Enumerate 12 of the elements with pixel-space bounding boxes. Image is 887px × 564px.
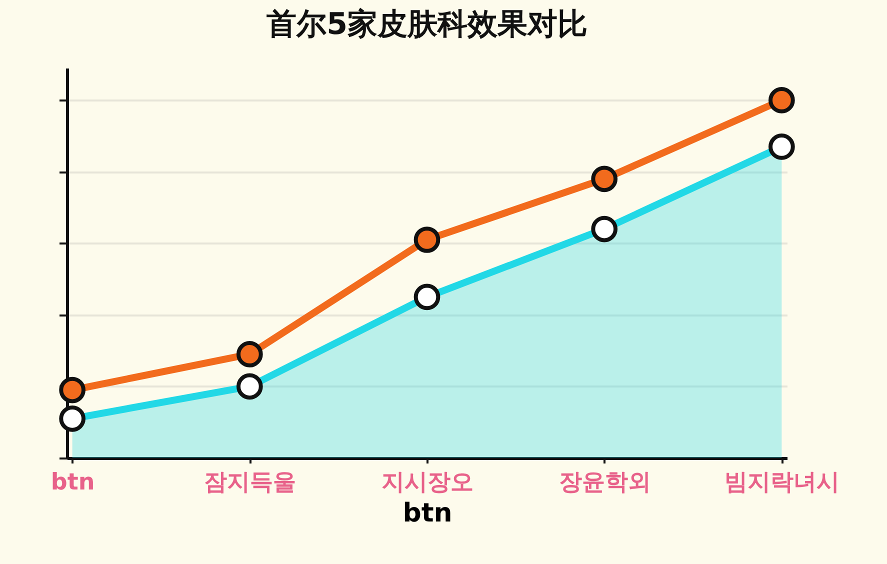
point bbox=[59, 376, 86, 404]
point bbox=[591, 166, 618, 192]
point bbox=[236, 341, 263, 368]
chart-title: 首尔5家皮肤科效果对比 bbox=[266, 7, 588, 42]
x-axis-title: btn bbox=[402, 498, 452, 528]
x-tick-label: 장윤학외 bbox=[558, 470, 651, 496]
point bbox=[768, 87, 795, 114]
x-tick-label: 빔지락녀시 bbox=[724, 470, 840, 496]
x-tick-label: 잠지득울 bbox=[204, 470, 296, 496]
point bbox=[414, 226, 440, 253]
x-tick-label: 지시장오 bbox=[382, 470, 474, 496]
x-tick-label: btn bbox=[50, 470, 95, 496]
